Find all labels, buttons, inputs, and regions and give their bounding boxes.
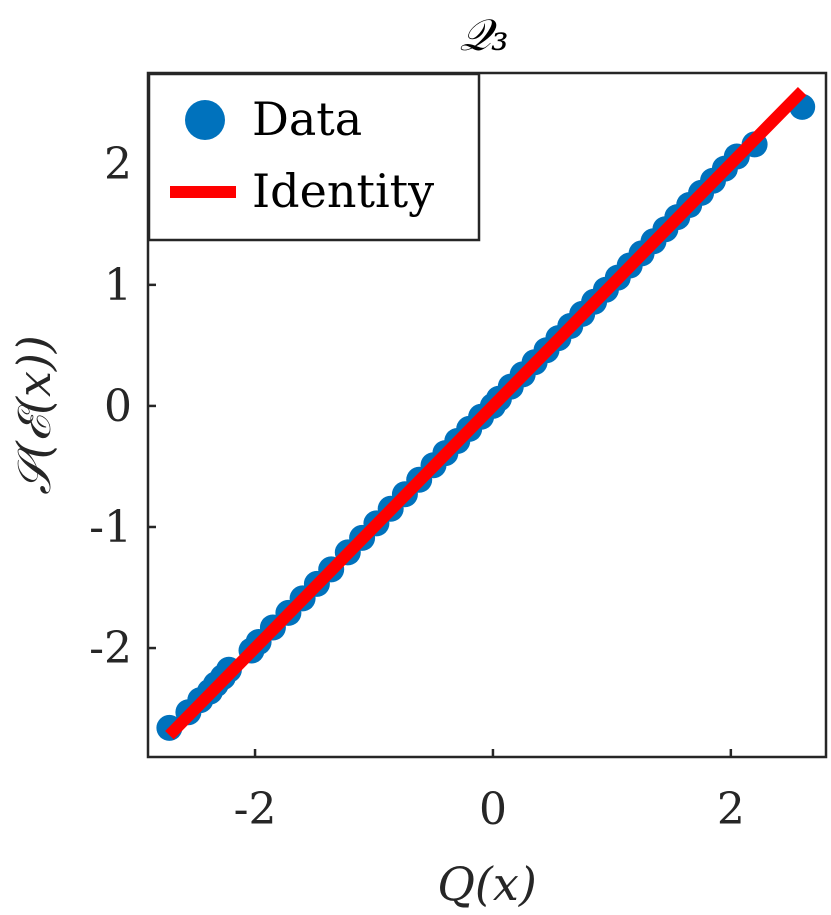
plot-marks xyxy=(156,86,816,741)
legend-data-marker xyxy=(185,100,225,140)
x-tick-label: 0 xyxy=(479,784,507,835)
legend-identity-label: Identity xyxy=(252,164,434,218)
y-axis-label: 𝒮(ℰ(x)) xyxy=(7,335,61,495)
legend-data-label: Data xyxy=(252,92,362,146)
chart-title: 𝒬₃ xyxy=(459,10,508,61)
y-tick-label: -1 xyxy=(89,502,132,553)
x-tick-label: 2 xyxy=(717,784,745,835)
x-tick-label: -2 xyxy=(234,784,277,835)
plot-area-frame xyxy=(146,71,828,759)
x-axis-label: Q(x) xyxy=(437,857,537,911)
axes: -2 0 2 -2 -1 0 1 2 xyxy=(89,139,745,835)
y-tick-label: 1 xyxy=(104,260,132,311)
y-tick-label: 0 xyxy=(104,381,132,432)
y-tick-label: 2 xyxy=(104,139,132,190)
identity-line xyxy=(165,86,807,740)
y-tick-label: -2 xyxy=(89,623,132,674)
legend: Data Identity xyxy=(147,72,481,242)
